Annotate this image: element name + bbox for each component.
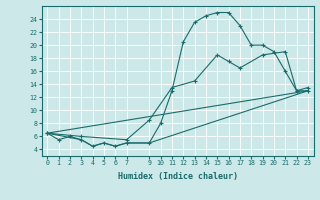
X-axis label: Humidex (Indice chaleur): Humidex (Indice chaleur) (118, 172, 237, 181)
